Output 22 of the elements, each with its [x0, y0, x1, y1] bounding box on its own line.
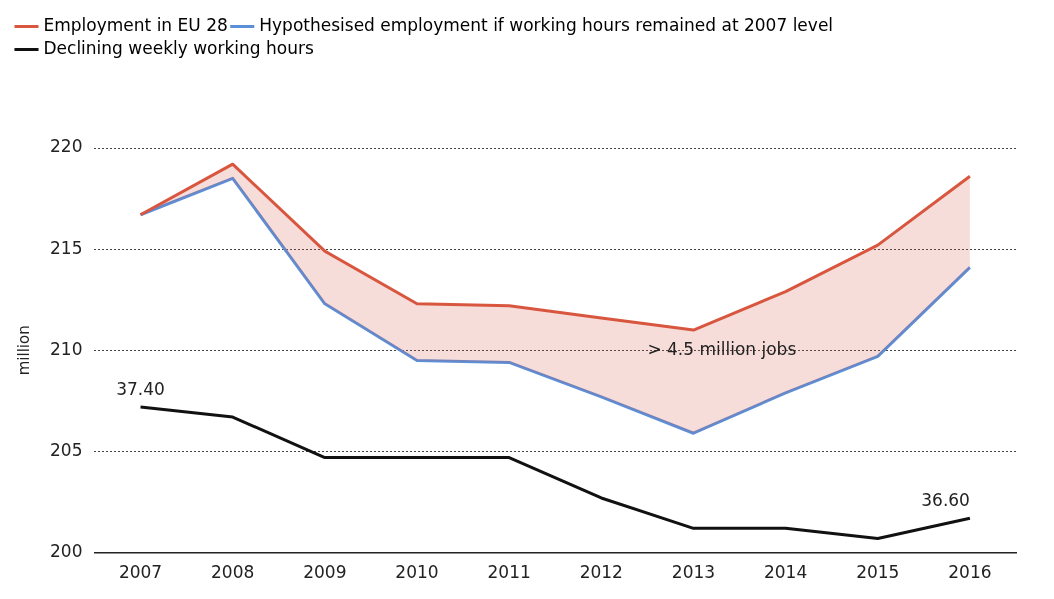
y-axis-title: million — [14, 325, 33, 376]
legend-label: Hypothesised employment if working hours remained at 2007 level — [259, 14, 834, 35]
annotation: 37.40 — [116, 378, 165, 399]
y-tick-label: 220 — [49, 136, 83, 157]
y-tick-label: 215 — [49, 237, 83, 258]
y-tick-label: 210 — [49, 338, 83, 359]
x-tick-label: 2013 — [671, 562, 716, 583]
annotation: > 4.5 million jobs — [647, 338, 797, 359]
legend-label: Declining weekly working hours — [43, 37, 314, 58]
x-tick-label: 2010 — [395, 562, 439, 583]
x-tick-label: 2016 — [948, 562, 992, 583]
legend-label: Employment in EU 28 — [43, 14, 228, 35]
x-tick-label: 2008 — [211, 562, 255, 583]
x-tick-label: 2011 — [487, 562, 531, 583]
y-tick-label: 200 — [49, 541, 83, 562]
x-tick-label: 2007 — [118, 562, 163, 583]
annotation: 36.60 — [921, 490, 970, 511]
x-tick-label: 2009 — [303, 562, 347, 583]
x-tick-label: 2014 — [763, 562, 808, 583]
x-tick-label: 2012 — [579, 562, 623, 583]
y-tick-label: 205 — [49, 439, 83, 460]
x-tick-label: 2015 — [856, 562, 900, 583]
